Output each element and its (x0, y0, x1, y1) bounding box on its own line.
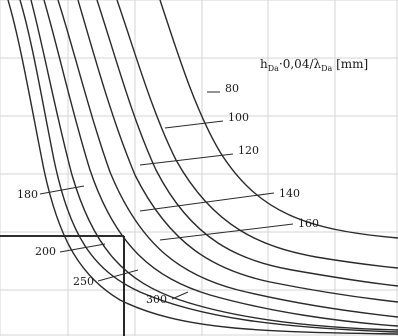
curve-300 (159, 0, 398, 239)
curve-label-300: 300 (146, 293, 167, 306)
curve-label-120: 120 (238, 144, 259, 157)
curve-group (7, 0, 398, 335)
curve-250 (116, 0, 398, 269)
curve-label-180: 180 (17, 188, 38, 201)
curve-label-160: 160 (298, 217, 319, 230)
legend-title: hDa·0,04/λDa [mm] (260, 57, 368, 73)
reference-lines (0, 235, 125, 336)
label-leader-140 (139, 192, 275, 212)
curve-100 (19, 0, 398, 333)
curve-labels: 80 100 120 180 140 160 200 250 300 (17, 82, 319, 306)
label-leader-300 (171, 291, 189, 300)
label-leader-160 (159, 223, 294, 241)
curve-180 (77, 0, 398, 303)
curve-label-100: 100 (228, 111, 249, 124)
curve-200 (96, 0, 398, 287)
label-leader-100 (164, 120, 224, 129)
curve-label-250: 250 (73, 275, 94, 288)
curve-120 (30, 0, 398, 331)
label-leader-250 (97, 269, 139, 282)
curve-80 (7, 0, 398, 335)
label-leader-180 (39, 185, 85, 195)
curve-label-200: 200 (35, 245, 56, 258)
curve-label-80: 80 (225, 82, 239, 95)
label-leader-120 (139, 153, 234, 166)
curve-140 (43, 0, 398, 327)
curve-160 (57, 0, 398, 318)
label-leader-200 (59, 243, 106, 253)
curve-label-140: 140 (279, 187, 300, 200)
